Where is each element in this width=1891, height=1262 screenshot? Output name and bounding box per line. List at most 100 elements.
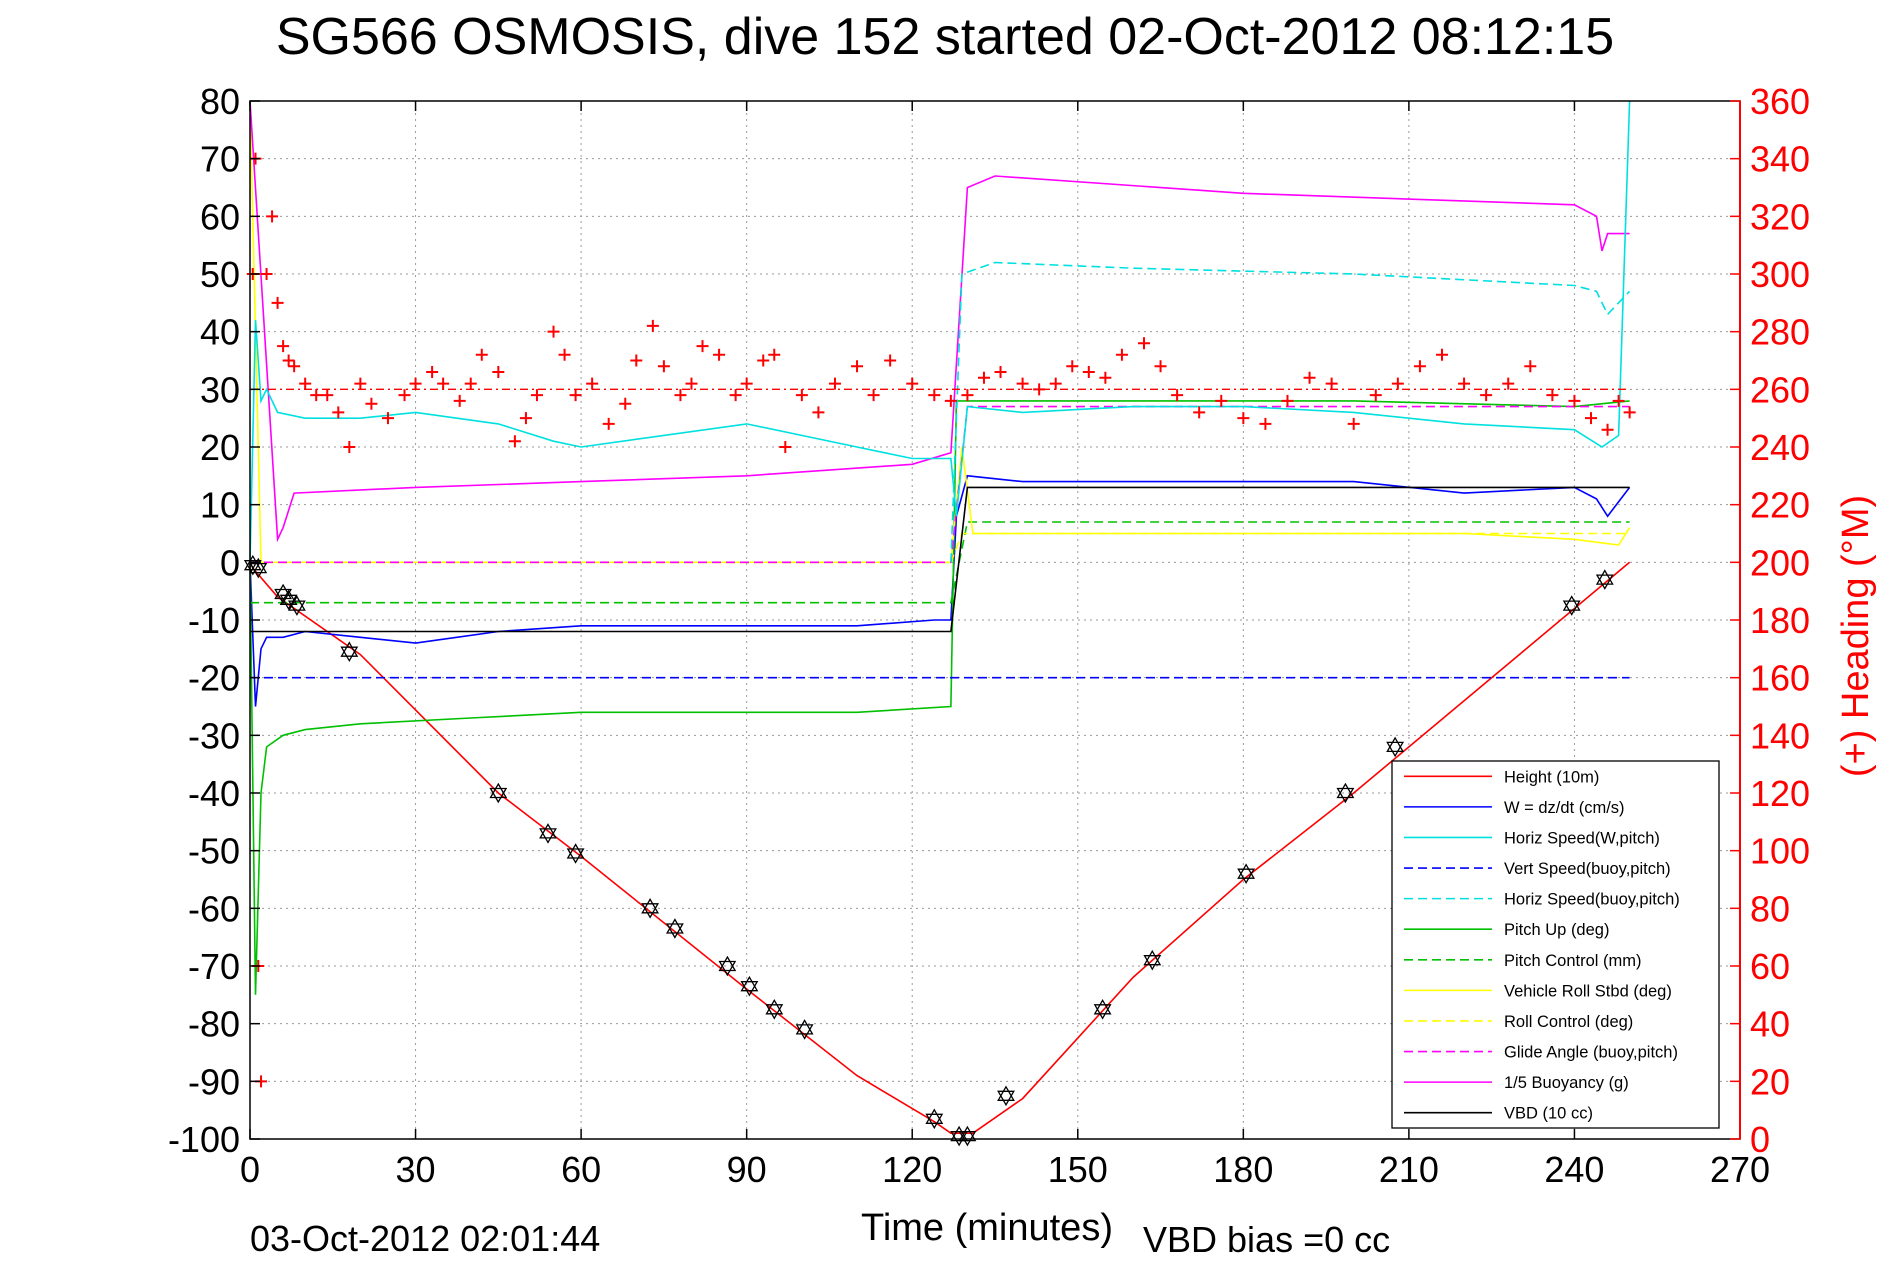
waypoint-marker-down [287,600,306,616]
waypoint-marker-down [718,960,737,977]
waypoint-marker-down [1562,600,1581,616]
legend: Height (10m) W = dz/dt (cm/s) Horiz Speed(… [1391,760,1720,1129]
heading-marker [906,377,919,390]
heading-marker [530,389,543,402]
heading-marker [696,340,709,353]
waypoint-marker-up [489,782,508,799]
waypoint-marker-up [1143,949,1162,966]
heading-marker [558,348,571,361]
right-tick-label: 100 [1750,831,1810,872]
heading-marker [795,389,808,402]
heading-marker [475,348,488,361]
heading-marker [1623,406,1636,419]
heading-marker [674,389,687,402]
heading-marker [867,389,880,402]
legend-label: Height (10m) [1504,768,1599,786]
heading-marker [928,389,941,402]
y-tick-label: 10 [200,485,240,526]
legend-label: 1/5 Buoyancy (g) [1504,1074,1629,1092]
waypoint-marker-down [665,923,684,939]
waypoint-marker-up [641,898,660,914]
heading-marker [492,366,505,379]
waypoint-marker-up [1093,999,1112,1015]
x-tick-label: 60 [561,1149,601,1190]
heading-marker [977,371,990,384]
legend-label: Roll Control (deg) [1504,1013,1633,1031]
axis-ticks: 0 30 60 90 120 150 180 210 240 270-100-90-80-70-6… [168,81,1810,1190]
x-tick-label: 120 [882,1149,942,1190]
y-tick-label: -20 [188,658,240,699]
y-tick-label: -10 [188,600,240,641]
heading-marker [426,366,439,379]
series-lines [249,100,1631,1134]
heading-marker [1082,366,1095,379]
heading-marker [1391,377,1404,390]
heading-marker [1436,348,1448,361]
heading-marker [260,268,273,280]
heading-marker [266,210,279,223]
y-tick-label: 0 [220,542,240,583]
waypoint-marker-up [279,589,298,605]
x-axis-label: Time (minutes) [861,1207,1113,1249]
waypoint-marker-down [249,562,268,579]
heading-marker [381,412,394,425]
heading-marker [1325,377,1338,390]
heading-marker [1612,394,1625,407]
legend-label: Pitch Control (mm) [1504,952,1642,970]
x-tick-label: 210 [1379,1149,1439,1190]
heading-marker [740,377,753,390]
waypoint-marker-up [1237,863,1256,879]
waypoint-marker-up [539,823,557,839]
heading-marker [630,354,643,367]
waypoint-marker-down [1237,868,1256,884]
heading-marker [1115,348,1128,361]
x-tick-label: 180 [1213,1149,1273,1190]
heading-marker [1215,394,1228,407]
waypoint-marker-up [718,955,737,972]
series-line [950,261,1631,563]
heading-marker [437,377,450,390]
y-tick-label: -90 [188,1061,240,1102]
waypoint-marker-down [243,560,262,576]
waypoint-marker-down [1093,1004,1112,1020]
x-tick-label: 90 [727,1149,767,1190]
waypoint-marker-up [765,999,784,1015]
series-line [250,521,1630,604]
heading-marker [1033,383,1046,396]
right-tick-label: 140 [1750,715,1810,756]
heading-marker [1138,337,1150,350]
heading-marker [271,296,284,309]
waypoint-marker-up [340,641,359,657]
series-line [249,561,1631,1134]
y-tick-label: 40 [200,312,240,353]
footer-vbd-bias: VBD bias =0 cc [1143,1219,1390,1260]
heading-marker [1546,389,1559,402]
right-tick-label: 320 [1750,196,1810,237]
waypoint-marker-up [795,1019,814,1035]
heading-marker [321,389,334,402]
legend-label: Horiz Speed(buoy,pitch) [1504,891,1680,909]
heading-marker [547,325,560,338]
heading-marker [851,360,864,373]
heading-marker [332,406,345,419]
heading-marker [779,441,792,453]
heading-marker [713,348,726,361]
heading-marker [1171,389,1184,402]
x-tick-label: 270 [1710,1149,1770,1190]
waypoint-marker-down [795,1024,814,1040]
heading-marker [1237,412,1250,425]
heading-marker [812,406,825,419]
waypoint-marker-up [1336,782,1355,799]
heading-marker [464,377,477,390]
heading-marker [884,354,897,367]
heading-marker [343,441,356,453]
y-tick-label: 80 [200,81,240,122]
x-tick-label: 240 [1544,1149,1604,1190]
footer-date: 03-Oct-2012 02:01:44 [250,1218,600,1259]
waypoint-marker-down [765,1004,784,1020]
right-tick-label: 160 [1750,658,1810,699]
legend-label: Vehicle Roll Stbd (deg) [1504,982,1672,1000]
waypoint-marker-up [997,1085,1015,1101]
legend-label: Glide Angle (buoy,pitch) [1504,1044,1678,1062]
